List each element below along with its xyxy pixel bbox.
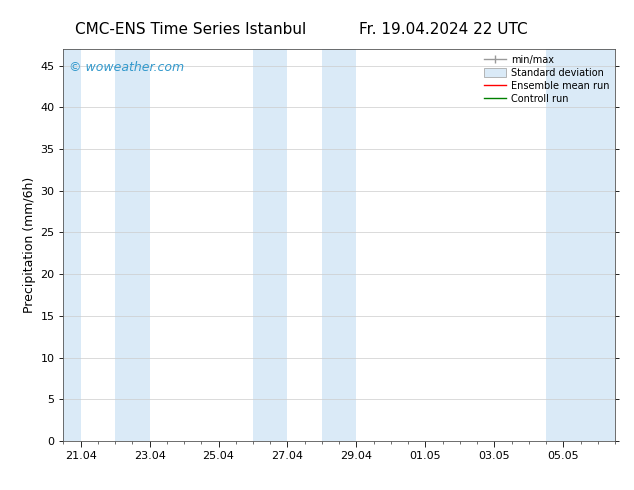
Bar — [253, 49, 287, 441]
Text: CMC-ENS Time Series Istanbul: CMC-ENS Time Series Istanbul — [75, 22, 306, 37]
Bar — [29, 49, 81, 441]
Y-axis label: Precipitation (mm/6h): Precipitation (mm/6h) — [23, 177, 36, 313]
Text: © woweather.com: © woweather.com — [69, 61, 184, 74]
Bar — [546, 49, 615, 441]
Bar — [322, 49, 356, 441]
Legend: min/max, Standard deviation, Ensemble mean run, Controll run: min/max, Standard deviation, Ensemble me… — [481, 51, 613, 107]
Bar — [115, 49, 150, 441]
Text: Fr. 19.04.2024 22 UTC: Fr. 19.04.2024 22 UTC — [359, 22, 528, 37]
